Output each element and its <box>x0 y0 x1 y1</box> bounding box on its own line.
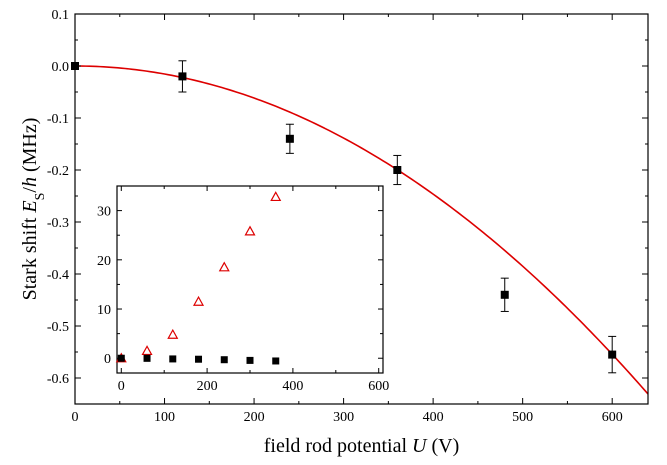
inset-x-tick-label: 0 <box>118 379 125 394</box>
x-tick-label: 600 <box>602 410 623 425</box>
x-tick-label: 0 <box>72 410 79 425</box>
x-tick-label: 500 <box>512 410 533 425</box>
inset-x-tick-label: 200 <box>197 379 218 394</box>
y-tick-label: -0.4 <box>47 268 69 283</box>
x-tick-label: 200 <box>244 410 265 425</box>
inset-y-tick-label: 0 <box>104 352 111 367</box>
y-tick-label: -0.6 <box>47 372 69 387</box>
data-point <box>285 134 294 143</box>
inset-triangle-point <box>141 345 153 356</box>
y-tick-label: 0.0 <box>52 60 70 75</box>
inset-x-tick-label: 600 <box>368 379 389 394</box>
data-point <box>178 72 187 81</box>
fit-curve <box>75 65 648 395</box>
inset-square-point <box>246 356 254 364</box>
inset-y-tick-label: 10 <box>97 303 111 318</box>
inset-x-tick-label: 400 <box>282 379 303 394</box>
inset-triangle-point <box>244 225 256 236</box>
inset-triangle-point <box>218 261 230 272</box>
x-tick-label: 300 <box>333 410 354 425</box>
data-point <box>608 350 617 359</box>
inset-y-tick-label: 30 <box>97 205 111 220</box>
y-tick-label: -0.1 <box>47 112 69 127</box>
inset-triangle-point <box>192 295 205 306</box>
inset-square-point <box>117 354 125 362</box>
inset-square-point <box>272 357 280 365</box>
x-tick-label: 400 <box>423 410 444 425</box>
inset-triangle-point <box>270 191 282 202</box>
inset-triangle-point <box>167 328 179 339</box>
data-point <box>71 62 79 70</box>
inset-square-point <box>169 355 177 363</box>
y-tick-label: 0.1 <box>52 8 70 23</box>
y-axis-title: Stark shift ES/h (MHz) <box>19 118 48 301</box>
x-axis-title: field rod potential U (V) <box>264 435 460 457</box>
inset-plot-frame <box>116 185 384 374</box>
main-plot-frame <box>74 13 649 405</box>
x-tick-label: 100 <box>154 410 175 425</box>
y-tick-label: -0.5 <box>47 320 69 335</box>
y-tick-label: -0.2 <box>47 164 69 179</box>
inset-square-point <box>195 355 203 363</box>
inset-square-point <box>143 354 151 362</box>
data-point <box>393 166 402 174</box>
inset-square-point <box>220 356 228 364</box>
data-point <box>500 290 509 299</box>
y-tick-label: -0.3 <box>47 216 69 231</box>
inset-y-tick-label: 20 <box>97 254 111 269</box>
